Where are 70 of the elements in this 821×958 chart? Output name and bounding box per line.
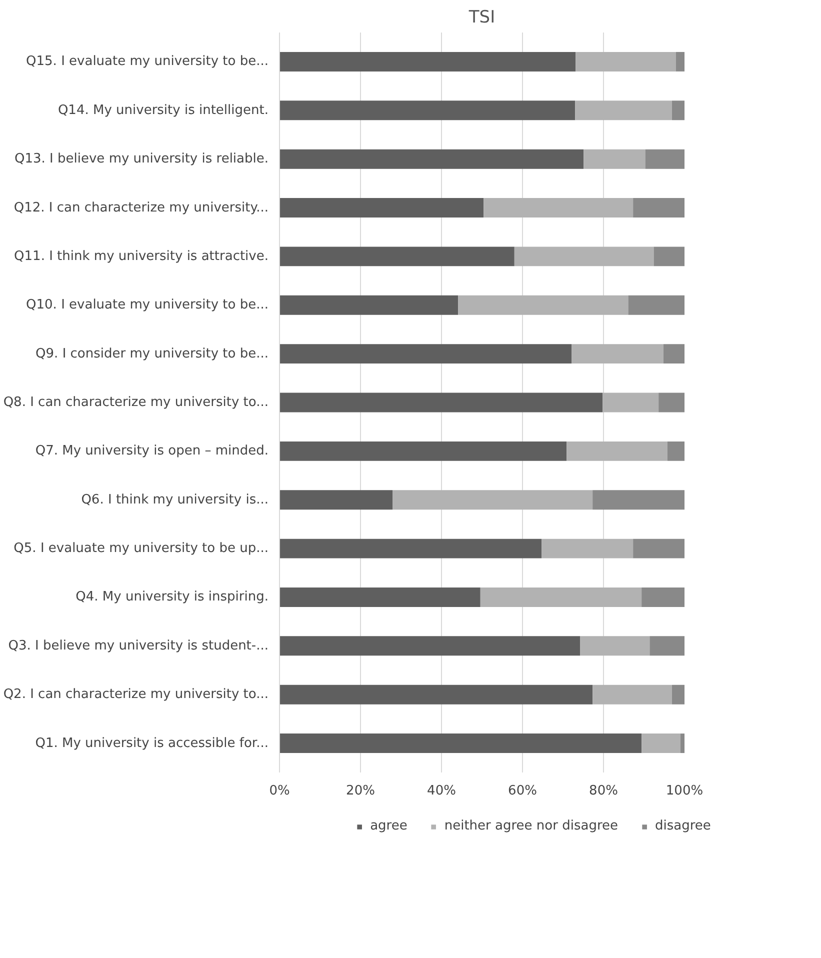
- bar: [642, 734, 680, 754]
- y-tick-label: Q2. I can characterize my university to...: [3, 687, 269, 702]
- bar: [280, 246, 514, 266]
- bar: [280, 441, 567, 461]
- bar: [576, 52, 676, 72]
- bar: [514, 246, 654, 266]
- bar: [280, 198, 484, 218]
- y-tick-label: Q1. My university is accessible for...: [35, 736, 269, 751]
- bar: [280, 52, 576, 72]
- bar: [392, 490, 593, 510]
- bar: [680, 734, 684, 754]
- bar: [280, 100, 576, 120]
- bar: [280, 392, 603, 412]
- y-tick-label: Q8. I can characterize my university to...: [3, 395, 269, 410]
- y-tick-label: Q14. My university is intelligent.: [58, 102, 269, 118]
- x-tick-label: 100%: [666, 784, 704, 798]
- bar: [628, 295, 684, 315]
- bar: [642, 588, 684, 607]
- y-tick-label: Q3. I believe my university is student-...: [8, 638, 269, 654]
- y-tick-label: Q13. I believe my university is reliable.: [14, 152, 268, 167]
- x-tick-label: 20%: [346, 784, 375, 798]
- bar: [592, 684, 672, 704]
- x-tick-label: 80%: [589, 784, 618, 798]
- y-tick-label: Q5. I evaluate my university to be up...: [14, 541, 269, 556]
- bar: [633, 198, 684, 218]
- bar: [584, 149, 646, 169]
- bar: [280, 636, 580, 656]
- bar: [480, 588, 642, 607]
- chart-title: TSI: [468, 8, 496, 28]
- bar: [280, 588, 480, 607]
- bar: [566, 441, 668, 461]
- bar: [280, 149, 584, 169]
- y-tick-label: Q10. I evaluate my university to be...: [26, 298, 269, 313]
- legend-label: agree: [370, 818, 408, 834]
- bar: [663, 344, 684, 364]
- bar: [592, 490, 684, 510]
- bar: [542, 538, 634, 558]
- y-tick-label: Q15. I evaluate my university to be...: [26, 54, 269, 70]
- x-tick-label: 0%: [269, 784, 290, 798]
- bar: [602, 392, 659, 412]
- bar: [280, 684, 593, 704]
- bar: [280, 490, 392, 510]
- bar: [280, 734, 642, 754]
- bar: [280, 538, 542, 558]
- x-tick-label: 40%: [427, 784, 456, 798]
- bar: [658, 392, 684, 412]
- y-tick-label: Q12. I can characterize my university...: [14, 200, 269, 216]
- bar: [280, 344, 572, 364]
- bar: [672, 100, 684, 120]
- y-tick-label: Q7. My university is open – minded.: [35, 444, 269, 459]
- bar: [672, 684, 684, 704]
- bar: [458, 295, 628, 315]
- bar: [580, 636, 650, 656]
- bar: [575, 100, 672, 120]
- bar: [654, 246, 684, 266]
- legend-label: disagree: [655, 818, 711, 834]
- y-tick-label: Q4. My university is inspiring.: [76, 590, 269, 605]
- bar: [280, 295, 458, 315]
- x-tick-label: 60%: [508, 784, 537, 798]
- legend-label: neither agree nor disagree: [444, 818, 618, 834]
- bar: [633, 538, 684, 558]
- bar: [572, 344, 664, 364]
- bar: [645, 149, 684, 169]
- y-tick-label: Q9. I consider my university to be...: [36, 346, 269, 362]
- bar: [676, 52, 684, 72]
- bar: [650, 636, 684, 656]
- y-tick-label: Q6. I think my university is...: [81, 492, 269, 508]
- bar: [484, 198, 634, 218]
- y-tick-label: Q11. I think my university is attractive.: [14, 248, 269, 264]
- bar: [667, 441, 684, 461]
